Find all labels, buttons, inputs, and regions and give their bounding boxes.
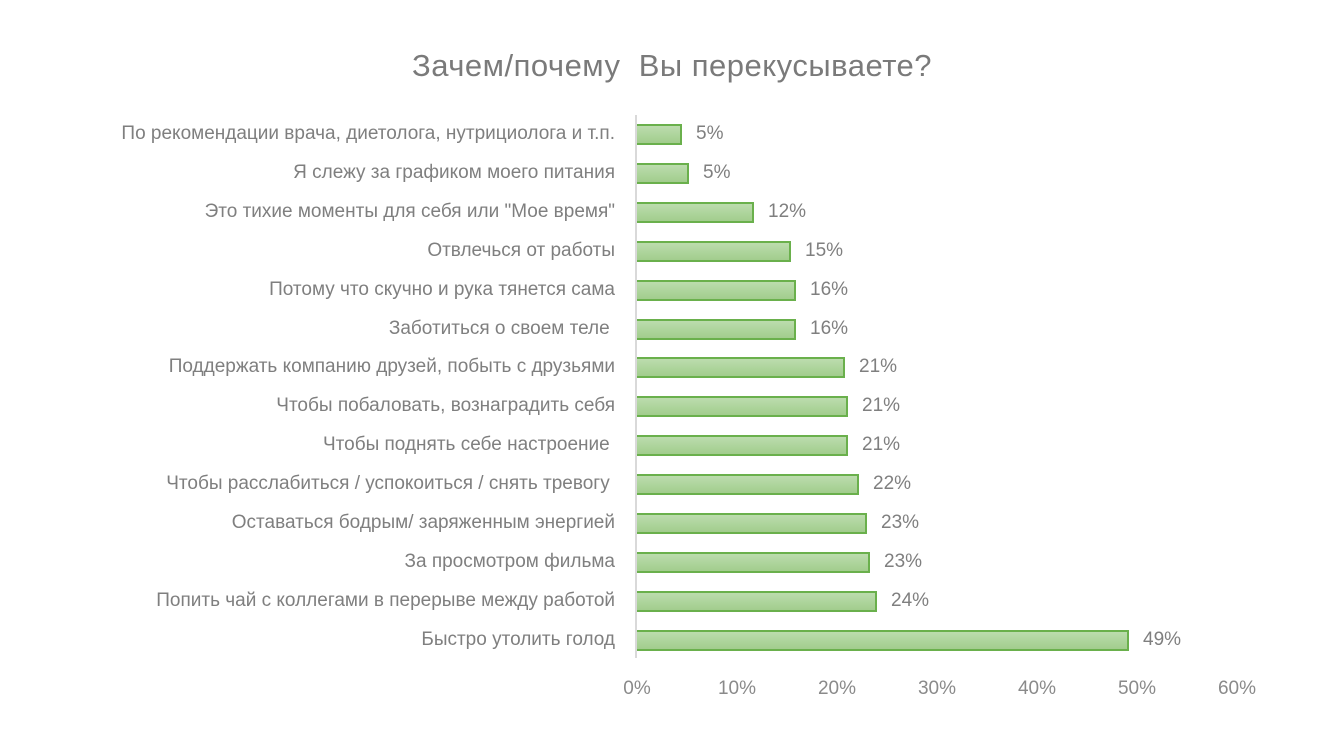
category-label: Чтобы побаловать, вознаградить себя <box>276 395 615 417</box>
axis-tick-label: 40% <box>1017 678 1057 699</box>
bar-row: За просмотром фильма 23% <box>0 543 1324 582</box>
axis-tick-label: 0% <box>623 678 651 699</box>
bar-row: Чтобы поднять себе настроение 21% <box>0 426 1324 465</box>
bar-row: Быстро утолить голод 49% <box>0 621 1324 660</box>
bar-row: Оставаться бодрым/ заряженным энергией 23… <box>0 504 1324 543</box>
value-label: 49% <box>1143 628 1182 650</box>
axis-tick-label: 20% <box>817 678 857 699</box>
data-bar <box>637 629 1129 651</box>
value-label: 5% <box>696 123 724 144</box>
data-bar <box>637 124 682 145</box>
chart-title: Зачем/почему Вы перекусываете? <box>411 48 933 83</box>
category-label: Потому что скучно и рука тянется сама <box>269 278 615 300</box>
value-label: 16% <box>810 317 849 339</box>
category-label: Быстро утолить голод <box>421 628 615 650</box>
value-label: 22% <box>873 473 912 495</box>
value-label: 21% <box>862 434 901 456</box>
category-label: Чтобы поднять себе настроение <box>322 434 615 456</box>
category-label: Я слежу за графиком моего питания <box>293 161 615 183</box>
data-bar <box>637 551 870 573</box>
data-bar <box>637 396 848 418</box>
value-label: 23% <box>881 512 920 533</box>
data-bar <box>637 162 689 184</box>
bar-row: Поддержать компанию друзей, побыть с дру… <box>0 348 1324 387</box>
bar-row: Отвлечься от работы 15% <box>0 232 1324 271</box>
bar-row: Чтобы расслабиться / успокоиться / снять… <box>0 465 1324 504</box>
category-label: Отвлечься от работы <box>427 239 615 261</box>
category-axis-line <box>635 115 637 658</box>
value-label: 21% <box>862 395 901 417</box>
value-label: 23% <box>884 550 923 572</box>
bar-row: Потому что скучно и рука тянется сама 16% <box>0 271 1324 310</box>
value-label: 16% <box>810 278 849 300</box>
value-label: 15% <box>805 239 844 261</box>
data-bar <box>637 513 867 534</box>
value-label: 24% <box>891 589 930 611</box>
bar-row: Это тихие моменты для себя или "Мое врем… <box>0 193 1324 232</box>
category-label: Это тихие моменты для себя или "Мое врем… <box>204 200 615 222</box>
value-label: 21% <box>859 356 898 378</box>
axis-tick-label: 60% <box>1217 678 1257 699</box>
axis-tick-label: 30% <box>917 678 957 699</box>
data-bar <box>637 279 796 301</box>
data-bar <box>637 435 848 457</box>
category-label: Заботиться о своем теле <box>388 317 615 339</box>
bar-row: Попить чай с коллегами в перерыве между … <box>0 582 1324 621</box>
data-bar <box>637 201 754 223</box>
category-label: За просмотром фильма <box>404 550 616 572</box>
bar-row: Чтобы побаловать, вознаградить себя 21% <box>0 387 1324 426</box>
bar-row: Заботиться о своем теле 16% <box>0 310 1324 349</box>
data-bar <box>637 474 859 496</box>
category-label: Попить чай с коллегами в перерыве между … <box>156 589 615 611</box>
data-bar <box>637 357 845 379</box>
category-label: Чтобы расслабиться / успокоиться / снять… <box>166 473 615 495</box>
category-label: По рекомендации врача, диетолога, нутриц… <box>121 123 615 144</box>
axis-tick-label: 10% <box>717 678 757 699</box>
category-label: Оставаться бодрым/ заряженным энергией <box>231 512 615 533</box>
axis-tick-label: 50% <box>1117 678 1157 699</box>
data-bar <box>637 240 791 262</box>
category-label: Поддержать компанию друзей, побыть с дру… <box>168 356 615 378</box>
data-bar <box>637 590 877 612</box>
value-label: 12% <box>768 200 807 222</box>
value-label: 5% <box>703 161 731 183</box>
bar-row: По рекомендации врача, диетолога, нутриц… <box>0 115 1324 154</box>
bar-row: Я слежу за графиком моего питания 5% <box>0 154 1324 193</box>
data-bar <box>637 318 796 340</box>
